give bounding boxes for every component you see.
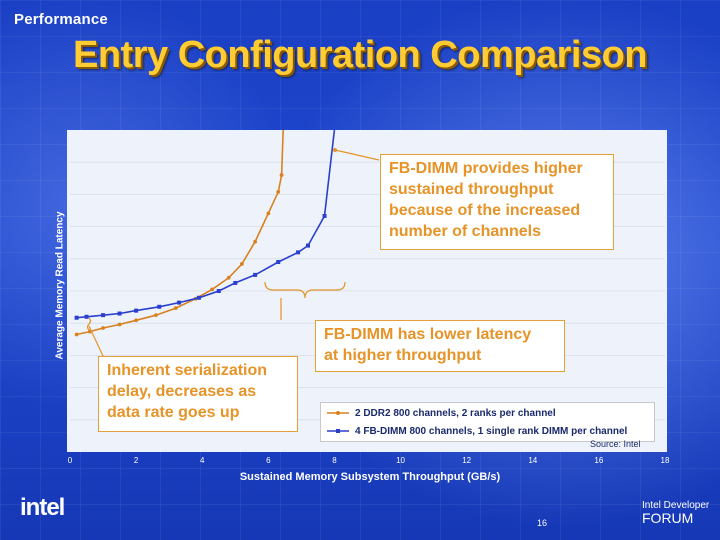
data-point xyxy=(279,173,284,177)
leader-throughput xyxy=(334,149,380,161)
page-number: 16 xyxy=(537,518,548,528)
data-point xyxy=(322,213,327,218)
x-tick-label: 4 xyxy=(199,456,205,465)
legend-entry-ddr2: 2 DDR2 800 channels, 2 ranks per channel xyxy=(327,406,556,420)
callout-line: sustained throughput xyxy=(389,181,554,198)
series-layer xyxy=(74,130,336,337)
data-point xyxy=(157,304,162,309)
data-point xyxy=(226,275,231,280)
callout-line: Inherent serialization xyxy=(107,362,268,379)
data-point xyxy=(74,332,79,337)
series-ddr2 xyxy=(74,130,284,337)
x-tick-label: 8 xyxy=(332,456,337,465)
leader-serialization xyxy=(88,325,104,357)
slide-title: Entry Configuration Comparison xyxy=(73,34,648,76)
x-axis-title: Sustained Memory Subsystem Throughput (G… xyxy=(239,471,501,483)
callout-line: delay, decreases as xyxy=(107,383,257,400)
y-axis-title: Average Memory Read Latency xyxy=(54,211,66,360)
data-point xyxy=(154,313,158,318)
series-fbdimm xyxy=(74,130,336,320)
data-point xyxy=(117,311,122,316)
series-line xyxy=(76,130,336,319)
legend-entry-fbdimm: 4 FB-DIMM 800 channels, 1 single rank DI… xyxy=(327,424,627,438)
callout-serialization: Inherent serialization delay, decreases … xyxy=(98,356,298,432)
data-point xyxy=(276,260,281,265)
callout-fbdimm-throughput: FB-DIMM provides higher sustained throug… xyxy=(380,154,614,250)
data-point xyxy=(233,280,238,285)
brace-serialization xyxy=(86,317,92,331)
x-tick-label: 2 xyxy=(133,456,139,465)
x-tick-label: 6 xyxy=(266,456,271,465)
idf-logo: Intel Developer FORUM xyxy=(642,500,710,526)
x-tick-label: 12 xyxy=(462,456,472,465)
data-point xyxy=(210,287,215,292)
x-tick-label: 16 xyxy=(594,456,604,465)
data-point xyxy=(253,239,258,244)
callout-line: data rate goes up xyxy=(107,404,240,421)
x-tick-label: 18 xyxy=(660,456,670,465)
idf-logo-line2: FORUM xyxy=(642,510,694,526)
data-point xyxy=(253,272,258,277)
callout-line: FB-DIMM has lower latency xyxy=(324,326,532,343)
source-note: Source: Intel xyxy=(590,439,641,449)
x-tick-label: 14 xyxy=(528,456,538,465)
legend-label-fbdimm: 4 FB-DIMM 800 channels, 1 single rank DI… xyxy=(355,425,628,437)
data-point xyxy=(134,308,139,313)
x-tick-label: 0 xyxy=(67,456,73,465)
data-point xyxy=(134,318,139,323)
data-point xyxy=(101,326,105,330)
callout-fbdimm-latency: FB-DIMM has lower latency at higher thro… xyxy=(315,320,565,372)
idf-logo-line1: Intel Developer xyxy=(642,500,710,511)
data-point xyxy=(296,250,301,255)
intel-logo: intel xyxy=(20,494,65,521)
leader-dot xyxy=(333,148,337,152)
section-label: Performance xyxy=(14,11,108,28)
data-point xyxy=(101,313,106,318)
callout-line: number of channels xyxy=(389,223,542,240)
brace-lower-latency xyxy=(264,281,346,299)
data-point xyxy=(306,243,310,248)
data-point xyxy=(117,322,122,327)
chart-legend: 2 DDR2 800 channels, 2 ranks per channel… xyxy=(320,402,655,442)
x-tick-label: 10 xyxy=(396,456,405,465)
data-point xyxy=(276,189,281,194)
data-point xyxy=(196,295,201,300)
legend-swatch-fbdimm xyxy=(327,429,349,433)
legend-swatch-ddr2 xyxy=(327,411,349,415)
legend-label-ddr2: 2 DDR2 800 channels, 2 ranks per channel xyxy=(355,407,556,419)
callout-line: because of the increased xyxy=(389,202,581,219)
series-line xyxy=(76,130,284,336)
data-point xyxy=(266,211,271,216)
data-point xyxy=(84,314,89,319)
data-point xyxy=(239,262,244,266)
data-point xyxy=(177,300,182,305)
data-point xyxy=(74,315,79,320)
data-point xyxy=(173,306,178,310)
callout-line: FB-DIMM provides higher xyxy=(389,160,583,177)
brace-annotations xyxy=(86,148,380,357)
callout-line: at higher throughput xyxy=(324,347,482,364)
data-point xyxy=(216,289,221,293)
